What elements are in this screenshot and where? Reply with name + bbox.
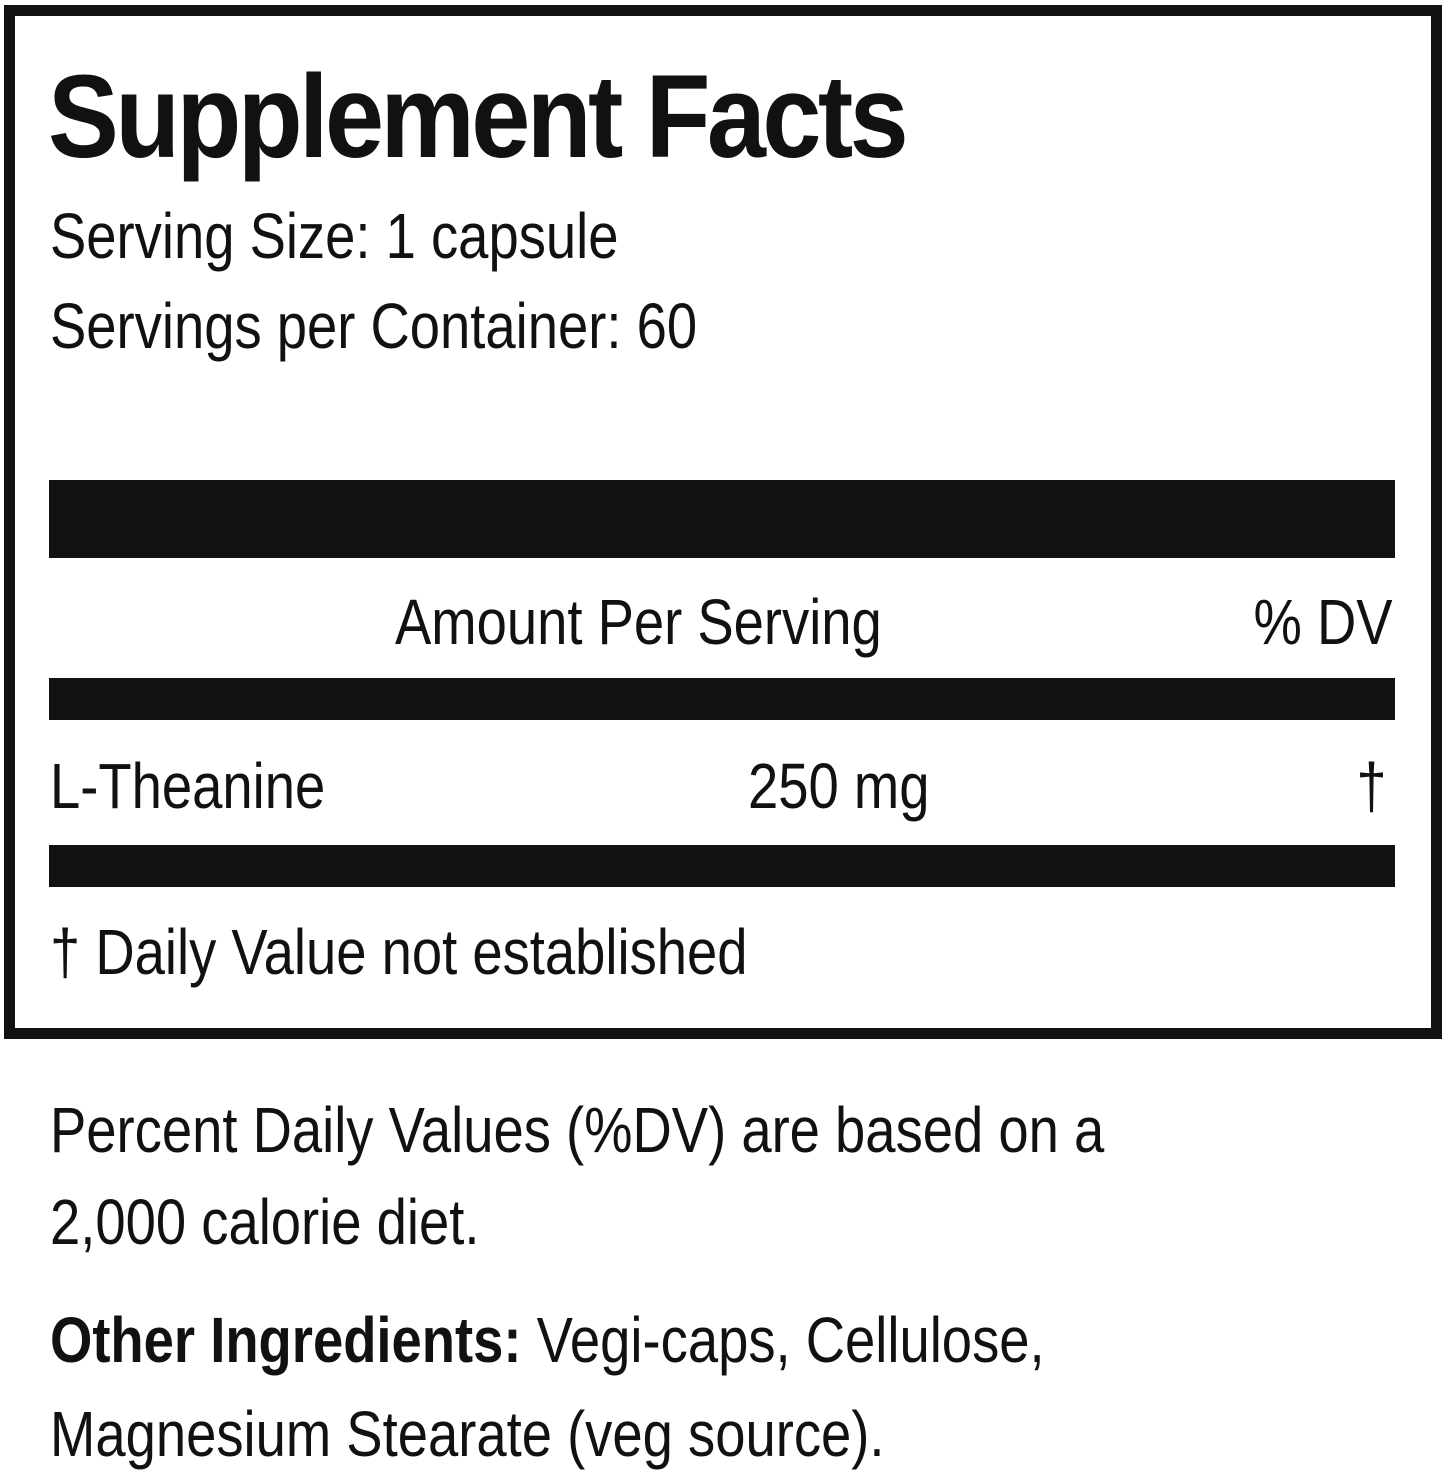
other-ingredients-label: Other Ingredients: [50, 1304, 522, 1376]
panel-title: Supplement Facts [48, 51, 909, 183]
divider [49, 678, 1395, 720]
serving-size: Serving Size: 1 capsule [50, 200, 619, 272]
thick-divider [49, 480, 1395, 558]
dv-note-line2: 2,000 calorie diet. [50, 1186, 480, 1258]
footnote: † Daily Value not established [50, 916, 748, 988]
servings-per-container: Servings per Container: 60 [50, 290, 698, 362]
other-ingredients-line1: Other Ingredients: Vegi-caps, Cellulose, [50, 1308, 1045, 1372]
other-ingredients-text: Vegi-caps, Cellulose, [521, 1304, 1045, 1376]
ingredient-dv: † [1356, 750, 1387, 822]
ingredient-amount: 250 mg [748, 750, 930, 822]
ingredient-name: L-Theanine [50, 750, 326, 822]
dv-note-line1: Percent Daily Values (%DV) are based on … [50, 1094, 1105, 1166]
divider [49, 845, 1395, 887]
amount-header: Amount Per Serving [395, 586, 882, 658]
supplement-facts-panel [4, 5, 1442, 1039]
dv-header: % DV [1253, 586, 1393, 658]
other-ingredients-line2: Magnesium Stearate (veg source). [50, 1398, 885, 1470]
